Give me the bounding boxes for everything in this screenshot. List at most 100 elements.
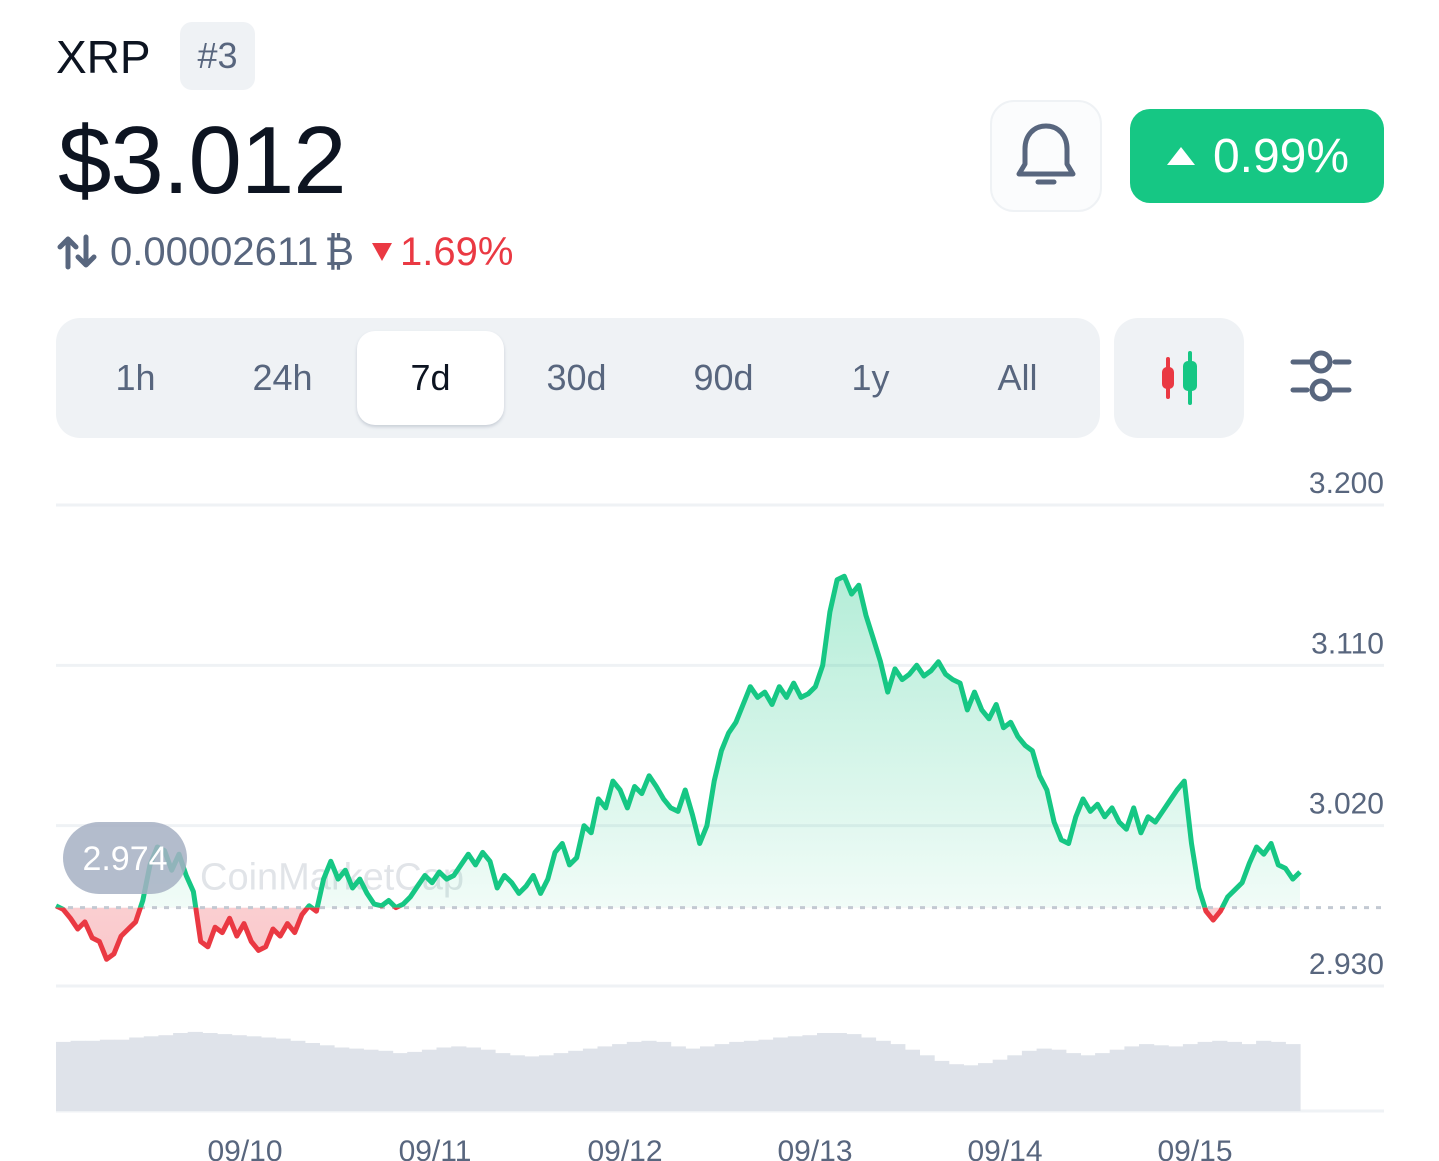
- volume-bar: [378, 1050, 394, 1111]
- bell-icon: [1016, 123, 1076, 185]
- x-tick-label: 09/15: [1157, 1135, 1232, 1161]
- volume-bar: [568, 1050, 584, 1111]
- volume-bar: [114, 1039, 130, 1111]
- volume-bar: [231, 1035, 247, 1111]
- start-price-badge: 2.974: [63, 822, 187, 894]
- volume-bar: [978, 1063, 994, 1111]
- volume-bar: [539, 1055, 555, 1111]
- tab-90d[interactable]: 90d: [693, 357, 754, 398]
- btc-symbol: ₿: [324, 229, 354, 274]
- y-tick-label: 2.930: [1309, 948, 1384, 981]
- volume-bar: [85, 1040, 101, 1111]
- volume-bar: [758, 1039, 774, 1111]
- volume-bar: [1021, 1050, 1038, 1111]
- area-above-baseline: [56, 576, 1300, 908]
- volume-bar: [217, 1034, 233, 1111]
- volume-bar: [99, 1039, 116, 1111]
- coin-name: XRP: [56, 31, 151, 83]
- volume-bar: [1080, 1055, 1096, 1111]
- volume-bar: [465, 1047, 481, 1111]
- volume-bar: [641, 1040, 657, 1111]
- tab-1y[interactable]: 1y: [851, 357, 890, 398]
- tab-30d[interactable]: 30d: [546, 357, 607, 398]
- volume-bar: [56, 1041, 72, 1111]
- volume-bar: [334, 1047, 350, 1111]
- volume-bar: [1036, 1048, 1052, 1111]
- volume-bar: [1109, 1049, 1125, 1111]
- series-line-down: [54, 907, 1226, 962]
- y-tick-label: 3.110: [1311, 627, 1384, 660]
- volume-bar: [173, 1033, 189, 1111]
- volume-bar: [1153, 1045, 1169, 1111]
- volume-bar: [1226, 1041, 1242, 1111]
- volume-bar: [1124, 1046, 1140, 1111]
- volume-bar: [1051, 1049, 1067, 1111]
- volume-bar: [553, 1053, 569, 1111]
- volume-bar: [948, 1064, 964, 1111]
- y-tick-label: 3.200: [1309, 467, 1384, 500]
- volume-bar: [743, 1040, 760, 1111]
- price-alert-button[interactable]: [990, 100, 1102, 212]
- volume-bar: [890, 1044, 906, 1111]
- volume-bar: [1212, 1040, 1228, 1111]
- volume-bar: [817, 1033, 833, 1111]
- time-range-tabs: 1h 24h 7d 30d 90d 1y All: [56, 318, 1100, 438]
- volume-bar: [129, 1037, 145, 1111]
- volume-bar: [392, 1053, 408, 1111]
- volume-bar: [319, 1045, 335, 1111]
- tab-24h[interactable]: 24h: [252, 357, 313, 398]
- candlestick-icon: [1162, 351, 1197, 405]
- volume-bar: [1241, 1044, 1257, 1111]
- volume-bar: [1197, 1041, 1213, 1111]
- volume-bar: [158, 1035, 174, 1111]
- candlestick-toggle-button[interactable]: [1114, 318, 1244, 438]
- volume-bar: [1182, 1044, 1199, 1111]
- volume-bar: [436, 1047, 452, 1111]
- volume-bar: [934, 1060, 950, 1111]
- volume-bar: [1139, 1044, 1155, 1111]
- tab-1h[interactable]: 1h: [115, 357, 156, 398]
- volume-bar: [729, 1041, 745, 1111]
- volume-bar: [670, 1046, 686, 1111]
- volume-bar: [582, 1048, 599, 1111]
- volume-bar: [597, 1046, 613, 1111]
- x-tick-label: 09/11: [399, 1135, 472, 1161]
- x-axis-dates: 09/10 09/11 09/12 09/13 09/14 09/15: [207, 1135, 1232, 1161]
- x-tick-label: 09/10: [207, 1135, 282, 1161]
- volume-bar: [773, 1037, 789, 1111]
- volume-bar: [846, 1034, 862, 1111]
- volume-bar: [1168, 1046, 1184, 1111]
- y-tick-label: 3.020: [1309, 788, 1384, 821]
- volume-bar: [1270, 1041, 1286, 1111]
- volume-bar: [1256, 1040, 1272, 1111]
- volume-bar: [685, 1048, 701, 1111]
- volume-bar: [787, 1036, 803, 1111]
- start-price-label: 2.974: [82, 840, 167, 878]
- x-tick-label: 09/14: [967, 1135, 1042, 1161]
- volume-bar: [656, 1041, 672, 1111]
- volume-bar: [202, 1033, 218, 1111]
- swap-arrows-icon[interactable]: [56, 231, 98, 273]
- series-line-up: [55, 573, 1302, 908]
- volume-bar: [290, 1040, 306, 1111]
- volume-bar: [963, 1065, 979, 1111]
- volume-bar: [524, 1056, 540, 1111]
- price-change-percent: 0.99%: [1212, 129, 1350, 183]
- chart-settings-button[interactable]: [1276, 330, 1366, 426]
- tab-all[interactable]: All: [997, 357, 1038, 398]
- price-change-badge: 0.99%: [1130, 109, 1384, 203]
- volume-bar: [275, 1038, 291, 1111]
- btc-price-value: 0.00002611: [110, 229, 319, 274]
- volume-bar: [626, 1041, 642, 1111]
- volume-bar: [246, 1036, 262, 1111]
- volume-bar: [700, 1046, 716, 1111]
- volume-bar: [831, 1033, 847, 1111]
- volume-bar: [714, 1044, 730, 1111]
- volume-bar: [363, 1049, 379, 1111]
- volume-bar: [451, 1046, 467, 1111]
- volume-bar: [1007, 1055, 1023, 1111]
- price-area: [56, 576, 1300, 960]
- tab-7d[interactable]: 7d: [357, 331, 504, 425]
- y-axis-ticks: 3.200 3.110 3.020 2.930: [1309, 467, 1384, 981]
